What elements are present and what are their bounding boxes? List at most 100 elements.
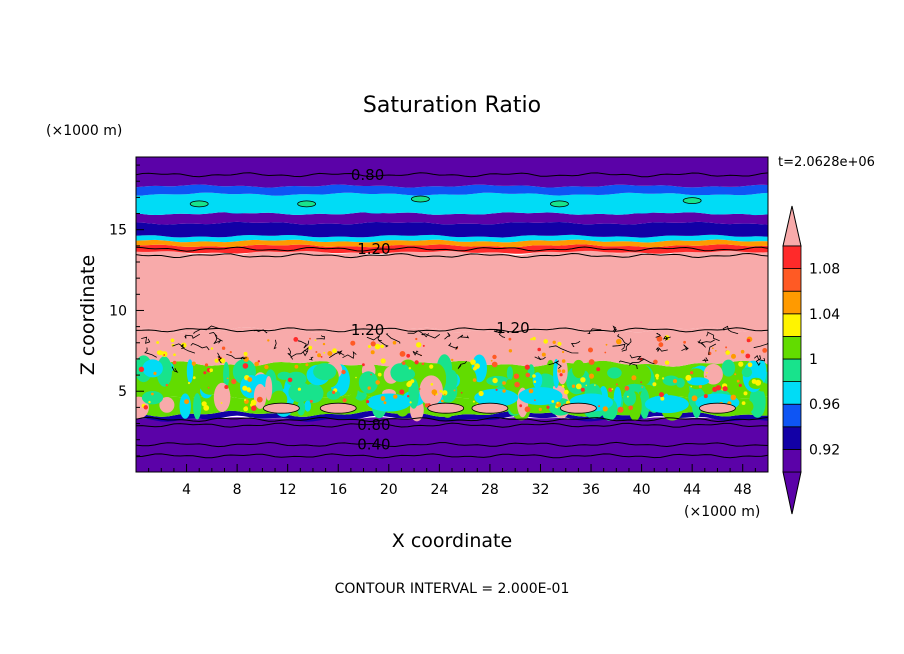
contour-squiggle xyxy=(548,345,579,354)
warm-speck xyxy=(658,342,664,348)
y-axis: 5 10 15 xyxy=(109,164,144,457)
warm-speck xyxy=(163,354,166,356)
x-tick-label: 24 xyxy=(430,482,448,498)
contour-label: 0.80 xyxy=(357,416,390,434)
contour-label: 1.20 xyxy=(351,321,384,339)
warm-speck xyxy=(712,347,714,350)
chart-title: Saturation Ratio xyxy=(363,93,541,118)
contour-squiggle xyxy=(297,340,310,349)
colorbar-box xyxy=(782,268,802,292)
warm-speck xyxy=(341,369,346,375)
warm-speck xyxy=(226,377,229,380)
contour-band xyxy=(136,157,768,188)
warm-speck xyxy=(402,361,406,365)
warm-speck xyxy=(392,340,397,345)
contour-squiggle xyxy=(253,329,268,334)
contour-squiggle xyxy=(366,335,381,342)
contour-squiggle xyxy=(172,343,196,354)
contour-squiggle xyxy=(209,332,223,342)
warm-speck xyxy=(525,372,531,378)
colorbar-box xyxy=(782,381,802,405)
pink-pod xyxy=(427,402,465,414)
warm-speck xyxy=(628,405,633,411)
warm-speck xyxy=(725,350,730,355)
mixed-cell xyxy=(159,397,175,413)
warm-speck xyxy=(514,381,520,388)
warm-speck xyxy=(741,401,746,405)
warm-speck xyxy=(641,386,643,388)
mixed-cell xyxy=(623,389,637,407)
warm-speck xyxy=(453,389,456,392)
upper-cyan-cell xyxy=(353,197,399,214)
colorbar-box xyxy=(782,358,802,383)
warm-speck xyxy=(246,387,251,392)
x-tick-label: 16 xyxy=(329,482,347,498)
warm-speck xyxy=(309,337,311,340)
warm-speck xyxy=(297,387,301,391)
warm-speck xyxy=(408,367,411,370)
warm-speck xyxy=(254,361,259,367)
contour-squiggle xyxy=(628,358,655,366)
warm-speck xyxy=(556,401,559,404)
pink-pod xyxy=(560,402,597,414)
contour-band xyxy=(136,184,768,196)
warm-speck xyxy=(264,364,269,370)
mixed-cell xyxy=(572,359,586,379)
contour-band xyxy=(136,417,768,472)
warm-speck xyxy=(221,346,226,350)
warm-speck xyxy=(247,377,253,382)
warm-speck xyxy=(418,388,421,390)
warm-speck xyxy=(655,373,660,378)
x-axis: 4 8 12 16 20 24 28 32 36 40 44 48 xyxy=(148,464,756,498)
contour-squiggle xyxy=(662,335,671,341)
y-units-label: (×1000 m) xyxy=(46,123,122,139)
warm-speck xyxy=(478,390,484,397)
warm-speck xyxy=(355,376,357,379)
warm-speck xyxy=(323,351,326,354)
warm-speck xyxy=(243,356,249,362)
warm-speck xyxy=(513,373,520,379)
contour-squiggle xyxy=(612,343,626,350)
warm-speck xyxy=(571,384,576,388)
warm-speck xyxy=(537,347,541,352)
contour-squiggle xyxy=(342,350,357,359)
warm-speck xyxy=(267,339,270,342)
pink-pod xyxy=(319,402,357,414)
warm-speck xyxy=(293,337,299,342)
contour-squiggle xyxy=(184,333,201,339)
warm-speck xyxy=(156,341,160,344)
contour-squiggle xyxy=(407,330,430,338)
warm-speck xyxy=(530,338,533,341)
warm-speck xyxy=(229,351,232,354)
warm-speck xyxy=(209,368,213,373)
warm-speck xyxy=(740,349,745,354)
warm-speck xyxy=(559,373,563,377)
warm-speck xyxy=(171,343,175,347)
warm-speck xyxy=(563,389,569,395)
mixed-cell xyxy=(631,364,652,387)
warm-speck xyxy=(399,389,405,395)
warm-speck xyxy=(746,338,751,343)
warm-speck xyxy=(653,359,658,365)
warm-speck xyxy=(430,383,434,386)
warm-speck xyxy=(624,385,630,391)
colorbar-extend-high xyxy=(782,205,802,247)
contour-squiggle xyxy=(702,357,709,363)
warm-speck xyxy=(165,383,168,387)
contour-interval-footer: CONTOUR INTERVAL = 2.000E-01 xyxy=(335,581,570,597)
contour-band xyxy=(136,239,768,248)
warm-speck xyxy=(220,402,223,404)
contour-squiggle xyxy=(448,342,459,350)
warm-speck xyxy=(519,404,523,408)
warm-speck xyxy=(705,375,707,378)
upper-cyan-cell xyxy=(146,195,202,212)
mixed-cell xyxy=(141,391,164,405)
warm-speck xyxy=(431,389,438,395)
warm-speck xyxy=(322,342,326,346)
contour-squiggle xyxy=(570,340,581,348)
mixed-cell xyxy=(297,400,306,416)
mixed-cell xyxy=(265,376,273,401)
warm-speck xyxy=(660,396,665,401)
contour-squiggle xyxy=(287,347,293,360)
warm-speck xyxy=(561,359,566,363)
